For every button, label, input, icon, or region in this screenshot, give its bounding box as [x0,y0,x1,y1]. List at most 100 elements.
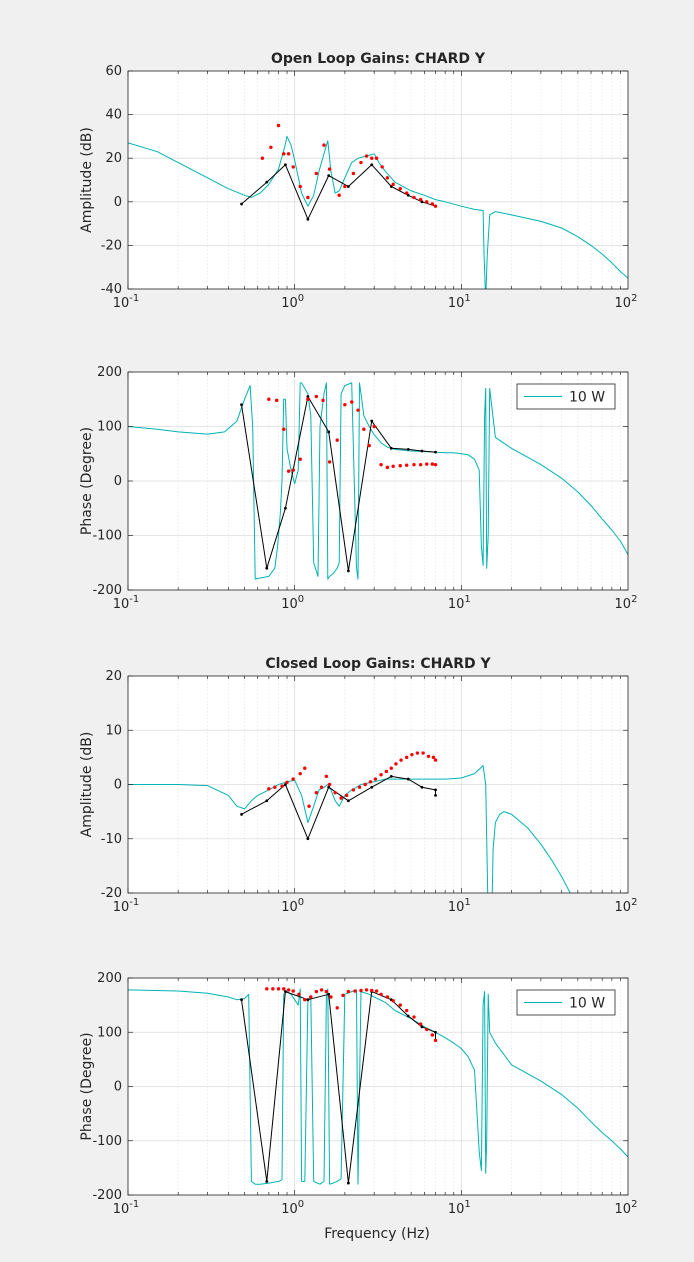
x-tick-label: 101 [448,293,471,311]
points-point [271,987,275,991]
points-point [344,793,349,798]
points-point [274,398,279,403]
points-point [385,176,390,180]
points-point [389,766,393,770]
points-point [314,989,319,994]
x-tick-exponent: 1 [464,293,470,304]
points-point [412,195,416,200]
points-point [385,995,390,999]
x-tick-base: 10 [113,597,130,612]
points-point [379,462,383,467]
y-tick-label: 200 [97,971,122,986]
points-point [306,195,310,200]
measured-point [420,1025,424,1029]
x-tick-exponent: 2 [631,1199,637,1210]
plot-area [128,71,628,289]
points-point [373,777,378,781]
x-tick-base: 10 [448,900,465,915]
points-point [339,796,343,800]
points-point [370,988,374,993]
measured-point [265,799,269,803]
points-point [404,755,409,760]
points-point [370,156,374,160]
points-point [359,988,363,993]
x-tick-exponent: 2 [631,594,637,605]
points-point [351,788,356,792]
x-tick-exponent: 0 [298,594,304,605]
x-tick-exponent: 2 [631,897,637,908]
points-point [273,785,277,789]
x-tick-label: 101 [448,897,471,915]
x-tick-label: 102 [615,1199,638,1217]
points-point [398,187,402,191]
points-point [291,777,295,781]
measured-point [306,998,310,1002]
points-point [372,424,376,429]
measured-point [240,403,243,407]
x-tick-label: 102 [615,594,638,612]
y-axis-label: Amplitude (dB) [79,127,95,233]
x-tick-label: 10-1 [113,897,140,915]
points-point [362,427,366,431]
points-point [385,465,390,470]
points-point [286,152,291,156]
series-group [128,123,628,289]
points-point [384,769,389,774]
y-tick-label: 10 [105,723,122,738]
x-tick-exponent: -1 [129,293,139,304]
points-point [430,1033,435,1037]
points-point [319,785,324,789]
x-tick-base: 10 [448,1202,465,1217]
points-point [364,988,369,992]
points-point [260,156,265,160]
measured-point [240,998,243,1002]
points-point [404,463,409,467]
points-point [346,989,351,994]
x-tick-base: 10 [615,296,632,311]
points-point [329,995,333,999]
y-tick-label: -200 [92,1188,122,1203]
measured-point [284,990,287,993]
points-point [307,804,311,808]
points-point [404,1008,409,1013]
points-point [410,752,414,757]
measured-point [420,449,424,453]
legend-label: 10 W [569,996,605,1012]
points-point [418,1022,423,1026]
x-axis-label: Frequency (Hz) [324,1226,430,1242]
measured-point [406,447,410,451]
points-point [430,202,435,206]
measured-point [370,785,374,789]
points-point [306,397,310,401]
points-point [433,204,438,208]
points-point [425,1027,429,1032]
points-point [353,989,357,993]
measured-point [265,180,269,184]
points-point [282,152,286,156]
chart-title: Closed Loop Gains: CHARD Y [265,656,491,672]
measured-point [420,785,424,789]
measured-point [284,506,287,510]
measured-point [327,430,331,434]
points-point [367,443,371,448]
points-point [350,400,354,404]
x-tick-base: 10 [448,597,465,612]
x-tick-exponent: 1 [464,897,470,908]
x-tick-label: 102 [615,897,638,915]
x-tick-base: 10 [113,1202,130,1217]
points-point [343,403,347,407]
y-tick-label: -100 [92,529,122,544]
points-point [412,462,416,467]
points-point [285,780,289,785]
measured-point [327,785,331,789]
y-tick-label: 40 [105,108,122,123]
points-point [276,123,281,128]
points-point [404,191,409,195]
x-tick-exponent: 1 [464,1199,470,1210]
points-point [343,184,347,189]
measured-point [306,217,310,221]
series-group [128,382,628,580]
measured-point [389,446,393,450]
